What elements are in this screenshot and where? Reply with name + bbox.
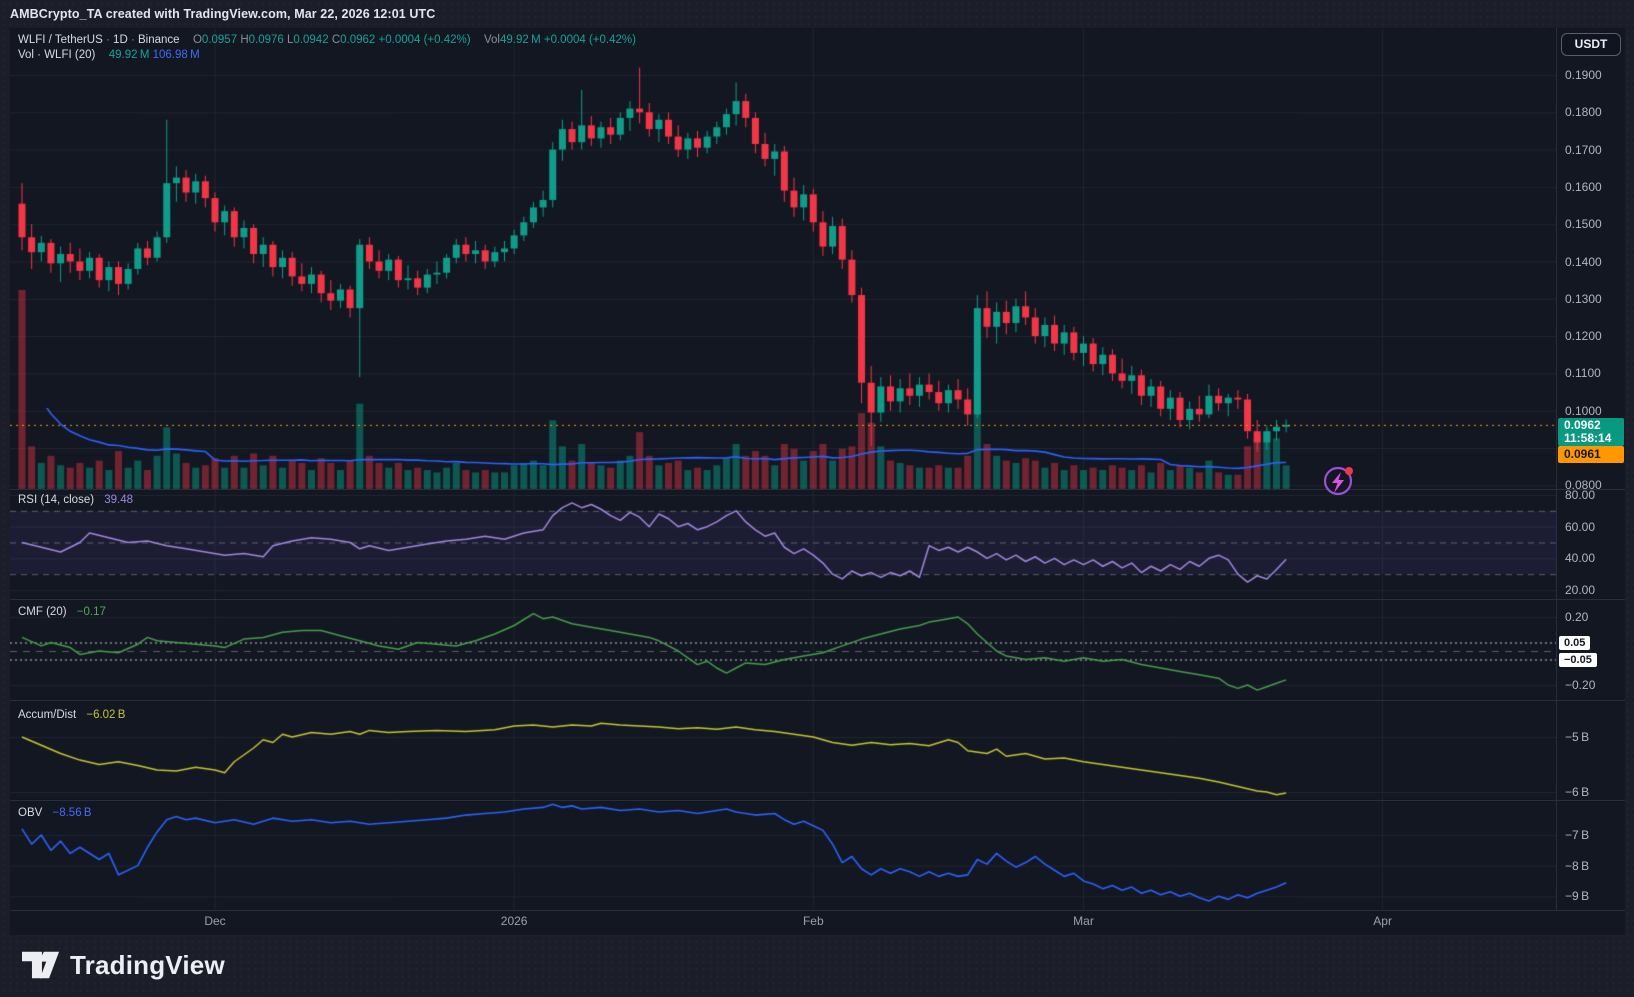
cmf-tick-label: −0.20 <box>1565 678 1596 692</box>
low-label: L <box>287 34 294 46</box>
exchange-label: Binance <box>138 34 180 46</box>
time-axis-label: Apr <box>1373 914 1392 928</box>
flash-events-icon[interactable] <box>1322 463 1356 497</box>
volume-current-value: 49.92 M <box>108 49 150 61</box>
accdist-tick-label: −6 B <box>1565 785 1590 799</box>
obv-pane-title[interactable]: OBV −8.56 B <box>18 807 92 819</box>
window-title-bar: AMBCrypto_TA created with TradingView.co… <box>0 0 1634 28</box>
high-label: H <box>240 34 249 46</box>
price-tick-label: 0.1900 <box>1565 68 1602 82</box>
price-tick-label: 0.1300 <box>1565 291 1602 306</box>
rsi-tick-label: 60.00 <box>1565 519 1596 534</box>
interval-label[interactable]: 1D <box>113 34 128 46</box>
price-tick-label: 0.1700 <box>1565 142 1602 157</box>
accdist-tick-label: −5 B <box>1565 730 1590 744</box>
prev-price-label: 0.0961 <box>1558 446 1624 463</box>
cmf-pane-title[interactable]: CMF (20) −0.17 <box>18 606 106 618</box>
price-tick-label: 0.1100 <box>1565 366 1601 381</box>
accdist-pane-title[interactable]: Accum/Dist −6.02 B <box>18 709 126 721</box>
accdist-value: −6.02 B <box>86 709 126 721</box>
pane-separator[interactable] <box>10 800 1625 801</box>
cmf-value: −0.17 <box>76 606 106 618</box>
prev-price-value: 0.0961 <box>1564 447 1601 461</box>
rsi-pane-title[interactable]: RSI (14, close) 39.48 <box>18 494 134 506</box>
obv-tick-label: −7 B <box>1565 828 1590 842</box>
symbol-name[interactable]: WLFI / TetherUS <box>18 34 103 46</box>
chart-frame: 0.1900 0.1800 0.1700 0.1600 0.1500 0.1400 0.13… <box>10 28 1625 935</box>
tradingview-footer[interactable]: TradingView <box>22 947 225 983</box>
price-scale[interactable]: 0.1900 0.1800 0.1700 0.1600 0.1500 0.1400 0.13… <box>1556 28 1626 910</box>
time-axis[interactable]: Dec 2026 Feb Mar Apr <box>10 910 1625 935</box>
cmf-tick-label: 0.05 <box>1559 635 1591 650</box>
volume-ma-value: 106.98 M <box>152 49 200 61</box>
volume-label: Vol <box>484 34 500 46</box>
time-axis-label: Mar <box>1073 914 1094 928</box>
time-axis-label: Feb <box>802 914 824 928</box>
tradingview-brand-text: TradingView <box>70 949 225 980</box>
volume-indicator-title[interactable]: Vol · WLFI (20) <box>18 49 96 61</box>
page-title: AMBCrypto_TA created with TradingView.co… <box>10 7 436 21</box>
open-label: O <box>192 34 202 46</box>
rsi-tick-label: 20.00 <box>1565 582 1596 597</box>
price-tick-label: 0.1800 <box>1565 105 1602 120</box>
rsi-value: 39.48 <box>104 494 134 506</box>
low-value: 0.0942 <box>293 34 329 46</box>
obv-tick-label: −8 B <box>1565 858 1590 873</box>
close-label: C <box>331 34 341 46</box>
change-value: +0.0004 (+0.42%) <box>378 34 471 46</box>
price-tick-label: 0.1000 <box>1565 403 1602 418</box>
obv-value: −8.56 B <box>52 807 92 819</box>
obv-tick-label: −9 B <box>1565 889 1590 904</box>
price-tick-label: 0.1600 <box>1565 179 1602 194</box>
price-tick-label: 0.1400 <box>1565 254 1602 269</box>
bar-countdown: 11:58:14 <box>1564 431 1612 445</box>
cmf-tick-label: −0.05 <box>1559 652 1597 667</box>
price-tick-label: 0.0800 <box>1565 478 1602 493</box>
high-value: 0.0976 <box>248 34 284 46</box>
close-value: 0.0962 <box>340 34 376 46</box>
chart-canvas[interactable] <box>10 28 1556 910</box>
pane-separator[interactable] <box>10 599 1625 600</box>
tradingview-logo-icon <box>22 951 60 979</box>
time-axis-label: 2026 <box>500 914 528 928</box>
rsi-tick-label: 40.00 <box>1565 551 1596 566</box>
pane-separator[interactable] <box>10 700 1625 701</box>
time-axis-separator <box>10 910 1625 911</box>
open-value: 0.0957 <box>201 34 238 46</box>
symbol-legend[interactable]: WLFI / TetherUS · 1D · Binance O0.0957 H… <box>18 33 636 63</box>
currency-toggle-button[interactable]: USDT <box>1561 33 1621 56</box>
volume-value: 49.92 M <box>500 34 541 46</box>
rsi-tick-label: 80.00 <box>1565 488 1596 502</box>
last-price-label: 0.0962 11:58:14 <box>1558 418 1624 446</box>
symbol-row[interactable]: WLFI / TetherUS · 1D · Binance O0.0957 H… <box>18 34 636 46</box>
price-tick-label: 0.1200 <box>1565 329 1602 344</box>
cmf-tick-label: 0.20 <box>1565 610 1589 624</box>
time-axis-label: Dec <box>204 914 226 928</box>
last-price-value: 0.0962 <box>1564 418 1601 432</box>
price-tick-label: 0.1500 <box>1565 217 1602 232</box>
volume-indicator-row[interactable]: Vol · WLFI (20) 49.92 M 106.98 M <box>18 48 636 62</box>
pane-separator[interactable] <box>10 489 1625 490</box>
change-value-2: +0.0004 (+0.42%) <box>543 34 636 46</box>
